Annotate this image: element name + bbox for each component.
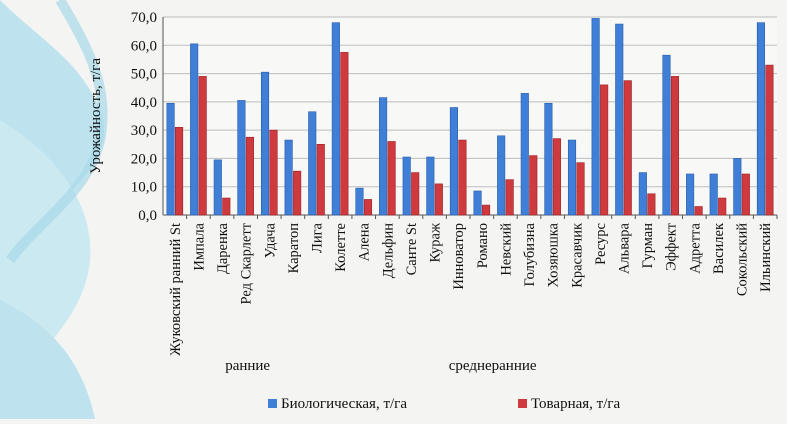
bar-biological (544, 102, 553, 216)
x-tick-label: Алена (357, 222, 373, 261)
y-tick-label: 10,0 (131, 180, 157, 196)
bar-biological (449, 107, 458, 216)
bar-biological (402, 156, 411, 216)
bar-commercial (694, 206, 703, 216)
bar-biological (355, 187, 364, 216)
bar-commercial (340, 52, 349, 216)
bar-biological (733, 158, 742, 216)
bar-biological (379, 97, 388, 216)
bar-commercial (411, 172, 420, 216)
bar-biological (615, 23, 624, 216)
x-tick-label: Дельфин (380, 223, 396, 279)
x-tick-label: Эффект (664, 222, 680, 271)
bar-biological (190, 43, 199, 216)
bar-commercial (670, 76, 680, 216)
x-tick-label: Альвара (617, 222, 633, 274)
x-tick-label: Лига (310, 222, 326, 253)
legend-label: Товарная, т/га (531, 396, 621, 412)
x-tick-label: Жуковский ранний St (168, 223, 184, 356)
bar-biological (166, 102, 175, 216)
y-tick-label: 60,0 (131, 38, 157, 54)
bar-biological (638, 172, 647, 216)
bar-biological (497, 135, 506, 216)
bar-commercial (175, 127, 184, 216)
y-tick-label: 0,0 (138, 208, 157, 224)
y-axis-title: Урожайность, т/га (88, 58, 104, 174)
y-tick-label: 20,0 (131, 151, 157, 167)
bar-biological (237, 100, 246, 216)
bar-biological (709, 173, 718, 216)
bar-biological (520, 93, 529, 216)
bar-commercial (269, 129, 278, 216)
x-tick-label: Адретта (687, 222, 703, 273)
x-tick-label: Василек (711, 222, 727, 274)
y-tick-label: 30,0 (131, 123, 157, 139)
bar-commercial (387, 141, 396, 216)
x-tick-label: Красавчик (569, 222, 585, 288)
bar-biological (473, 190, 482, 216)
bar-biological (686, 173, 695, 216)
x-tick-label: Даренка (215, 222, 231, 274)
bar-commercial (741, 173, 750, 216)
x-tick-label: Импала (191, 222, 207, 270)
bar-commercial (576, 162, 585, 216)
bar-commercial (600, 84, 609, 216)
bar-commercial (434, 183, 443, 216)
legend-swatch (518, 399, 527, 408)
x-tick-label: Голубизна (522, 222, 538, 286)
bar-commercial (482, 204, 491, 216)
bar-biological (426, 156, 435, 216)
bar-biological (213, 159, 222, 216)
bar-commercial (198, 76, 207, 216)
y-tick-label: 70,0 (131, 10, 157, 26)
y-tick-label: 40,0 (131, 95, 157, 111)
bar-commercial (505, 179, 514, 216)
x-tick-label: Колетте (333, 223, 349, 272)
bar-commercial (623, 80, 632, 216)
bar-commercial (363, 199, 373, 216)
x-tick-label: Удача (262, 222, 278, 258)
bar-commercial (245, 136, 254, 216)
legend-swatch (268, 399, 277, 408)
group-label: среднеранние (449, 358, 537, 374)
bar-biological (260, 71, 270, 216)
bar-commercial (765, 64, 774, 216)
bar-biological (756, 22, 765, 216)
bar-commercial (552, 138, 561, 216)
bar-biological (284, 139, 293, 216)
bar-biological (662, 54, 671, 216)
bar-biological (591, 18, 600, 216)
bar-commercial (529, 155, 538, 216)
bar-commercial (293, 170, 302, 216)
x-tick-label: Ресурс (593, 223, 609, 265)
bar-biological (567, 139, 577, 216)
x-tick-label: Ред Скарлетт (239, 222, 255, 304)
x-tick-label: Каратоп (286, 223, 302, 274)
y-tick-label: 50,0 (131, 67, 157, 83)
x-tick-label: Невский (498, 223, 514, 276)
legend-label: Биологическая, т/га (281, 396, 407, 412)
bar-commercial (316, 143, 325, 216)
x-tick-label: Гурман (640, 223, 656, 269)
bar-commercial (647, 193, 656, 216)
group-label: ранние (225, 358, 270, 374)
bar-commercial (222, 197, 231, 216)
x-tick-label: Инноватор (451, 223, 467, 290)
plot-area (163, 17, 777, 215)
bar-biological (331, 22, 340, 216)
background-ribbon-decoration (0, 0, 108, 419)
x-tick-label: Санте St (404, 223, 420, 275)
x-tick-label: Кураж (428, 222, 444, 263)
x-tick-label: Хозяюшка (546, 222, 562, 287)
x-tick-label: Сокольский (735, 223, 751, 296)
x-tick-label: Романо (475, 223, 491, 268)
bar-biological (308, 111, 317, 216)
bar-commercial (458, 139, 467, 216)
bar-commercial (718, 197, 727, 216)
x-tick-label: Ильинский (758, 223, 774, 292)
